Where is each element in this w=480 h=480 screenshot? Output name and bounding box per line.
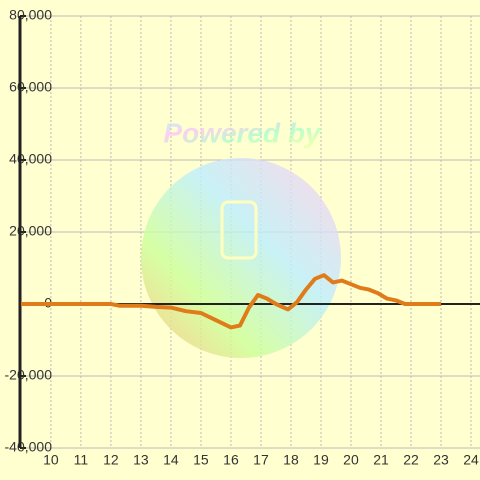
x-tick-label: 18: [283, 452, 299, 468]
y-tick-label: -20,000: [5, 367, 53, 383]
x-tick-label: 22: [403, 452, 419, 468]
watermark-text: Powered by: [163, 117, 322, 148]
x-tick-label: 13: [133, 452, 149, 468]
x-tick-label: 21: [373, 452, 389, 468]
x-tick-label: 12: [103, 452, 119, 468]
y-tick-label: 80,000: [9, 7, 52, 23]
y-tick-label: 40,000: [9, 151, 52, 167]
x-tick-label: 10: [43, 452, 59, 468]
x-tick-label: 17: [253, 452, 269, 468]
y-tick-label: 20,000: [9, 223, 52, 239]
series-line: [20, 273, 441, 330]
watermark-icon: [220, 200, 258, 260]
y-tick-label: -40,000: [5, 439, 53, 455]
x-tick-label: 24: [463, 452, 479, 468]
x-tick-label: 15: [193, 452, 209, 468]
x-tick-label: 20: [343, 452, 359, 468]
y-tick-label: 60,000: [9, 79, 52, 95]
x-tick-label: 16: [223, 452, 239, 468]
x-tick-label: 14: [163, 452, 179, 468]
x-tick-label: 11: [74, 452, 89, 468]
x-tick-label: 23: [433, 452, 449, 468]
plot: -40,000-20,000020,00040,00060,00080,0001…: [5, 7, 480, 468]
x-tick-label: 19: [313, 452, 329, 468]
